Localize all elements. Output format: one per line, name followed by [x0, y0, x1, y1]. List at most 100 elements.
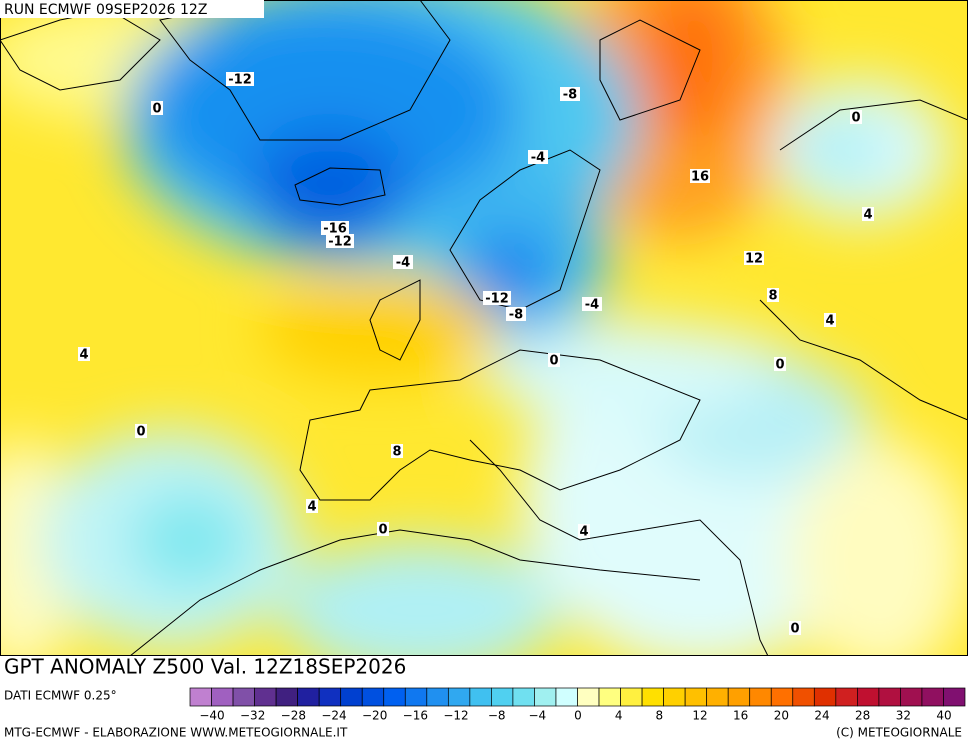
colorbar-swatch [749, 687, 772, 707]
contour-label-bg [824, 313, 836, 327]
contour-label-bg [393, 255, 413, 269]
contour-label: -4 [396, 256, 410, 271]
colorbar-label: 12 [692, 709, 707, 723]
colorbar-label: −24 [321, 709, 346, 723]
colorbar-label: 16 [733, 709, 748, 723]
colorbar-swatch [383, 687, 406, 707]
contour-label: -4 [585, 298, 599, 313]
credit: MTG-ECMWF - ELABORAZIONE WWW.METEOGIORNA… [4, 726, 348, 740]
colorbar-swatch [340, 687, 363, 707]
anomaly-field [0, 0, 968, 656]
colorbar-swatch [189, 687, 212, 707]
contour-label: 0 [136, 425, 145, 440]
header-box [0, 0, 264, 18]
colorbar-swatch [534, 687, 557, 707]
colorbar-label: −40 [199, 709, 224, 723]
colorbar-swatch [211, 687, 234, 707]
colorbar-label: −16 [403, 709, 428, 723]
colorbar-swatch [491, 687, 514, 707]
colorbar-label: −32 [240, 709, 265, 723]
colorbar-swatch [404, 687, 428, 707]
contour-label: 12 [745, 252, 763, 267]
colorbar-label: 4 [615, 709, 623, 723]
colorbar-label: 24 [814, 709, 829, 723]
contour-label-bg [789, 621, 801, 635]
contour-label-bg [306, 499, 318, 513]
colorbar-swatch [878, 687, 901, 707]
colorbar-swatch [857, 687, 880, 707]
contour-label-bg [483, 291, 511, 305]
contour-label-bg [391, 444, 403, 458]
colorbar-swatch [900, 687, 923, 707]
contour-label-bg [578, 524, 590, 538]
colorbar-label: 20 [774, 709, 789, 723]
colorbar-label: −12 [443, 709, 468, 723]
colorbar-label: 40 [936, 709, 951, 723]
colorbar-swatch [921, 687, 944, 707]
contour-label-bg [548, 353, 560, 367]
colorbar-swatch [813, 687, 837, 707]
contour-label: 4 [825, 314, 834, 329]
contour-label: -8 [509, 308, 523, 323]
colorbar-swatch [469, 687, 492, 707]
contour-label-bg [767, 288, 779, 302]
colorbar-swatch [254, 687, 277, 707]
contour-label: -12 [485, 292, 509, 307]
data-source: DATI ECMWF 0.25° [4, 689, 117, 703]
colorbar-swatch [598, 687, 621, 707]
contour-label-bg [326, 234, 354, 248]
contour-label: 0 [152, 102, 161, 117]
colorbar-swatch [232, 687, 255, 707]
contour-label-bg [226, 72, 254, 86]
colorbar-swatch [727, 687, 751, 707]
colorbar-swatch [512, 687, 535, 707]
run-label: RUN ECMWF 09SEP2026 12Z [4, 2, 207, 18]
contour-label: 8 [392, 445, 401, 460]
map-title: GPT ANOMALY Z500 Val. 12Z18SEP2026 [4, 655, 406, 679]
contour-label-bg [377, 522, 389, 536]
contour-label-bg [78, 347, 90, 361]
contour-label-bg [135, 424, 147, 438]
colorbar-swatch [663, 687, 686, 707]
contour-label-bg [528, 150, 548, 164]
colorbar-swatch [555, 687, 578, 707]
contour-label: 4 [307, 500, 316, 515]
colorbar-label: 32 [896, 709, 911, 723]
colorbar-swatch [641, 687, 664, 707]
colorbar-swatch [943, 687, 966, 707]
colorbar-label: 8 [656, 709, 664, 723]
contour-label: -12 [328, 235, 352, 250]
colorbar-swatch [447, 687, 471, 707]
colorbar-swatch [684, 687, 708, 707]
colorbar-swatch [297, 687, 320, 707]
colorbar-label: −4 [528, 709, 546, 723]
colorbar: −40 −32 −28 −24 −20 −16 −12 −8 −4 0 4 8 12 16 20 24 28 32… [189, 687, 966, 723]
contour-label-bg [321, 221, 349, 235]
colorbar-swatch [770, 687, 794, 707]
contour-label-bg [151, 101, 163, 115]
colorbar-label: −20 [362, 709, 387, 723]
contour-label: -8 [563, 88, 577, 103]
colorbar-swatch [835, 687, 858, 707]
contour-label-bg [690, 169, 710, 183]
colorbar-swatch [792, 687, 815, 707]
colorbar-swatch [620, 687, 643, 707]
colorbar-label: 0 [574, 709, 582, 723]
contour-label: 4 [79, 348, 88, 363]
contour-label: 0 [378, 523, 387, 538]
colorbar-label: −28 [281, 709, 306, 723]
contour-label: 4 [579, 525, 588, 540]
copyright: (C) METEOGIORNALE [836, 726, 962, 740]
contour-label-bg [582, 297, 602, 311]
contour-label-bg [774, 357, 786, 371]
colorbar-swatch [426, 687, 449, 707]
contour-label: 16 [691, 170, 709, 185]
contour-label-bg [744, 251, 764, 265]
colorbar-swatch [706, 687, 729, 707]
contour-label: 0 [775, 358, 784, 373]
contour-label: 8 [768, 289, 777, 304]
colorbar-label: −8 [488, 709, 506, 723]
contour-label-bg [850, 110, 862, 124]
